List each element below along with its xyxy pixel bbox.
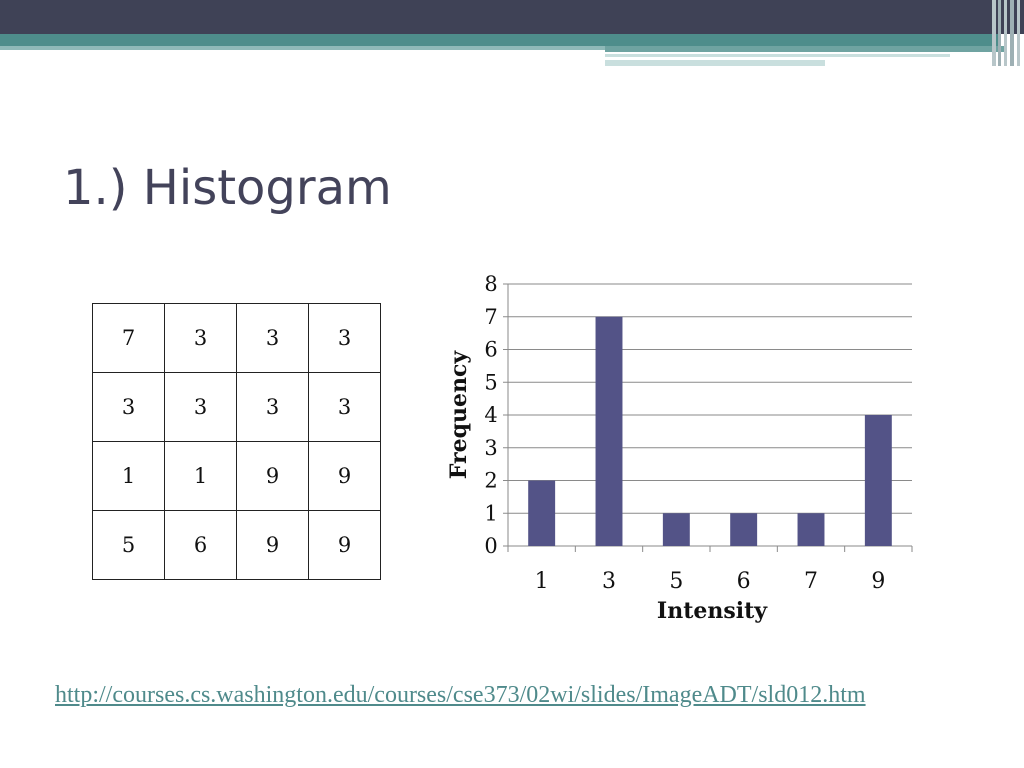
y-tick-label: 7 (484, 305, 497, 329)
header-bar-teal-right (605, 46, 1005, 52)
header-bar-pale (605, 60, 825, 66)
y-tick-label: 5 (484, 370, 497, 394)
header-edge-strip (992, 0, 996, 66)
bar-7 (797, 513, 825, 546)
table-cell: 3 (92, 372, 165, 442)
header-edge-strip (1017, 0, 1020, 66)
bar-6 (730, 513, 758, 546)
header-edge-strip (1004, 0, 1007, 66)
table-cell: 3 (164, 303, 237, 373)
table-row: 7 3 3 3 (92, 303, 381, 373)
table-cell: 3 (236, 372, 309, 442)
y-tick-label: 0 (484, 534, 497, 558)
table-row: 1 1 9 9 (92, 441, 381, 511)
table-cell: 3 (164, 372, 237, 442)
header-bar-teal-light (0, 46, 605, 50)
table-cell: 3 (308, 303, 381, 373)
x-tick-label: 6 (737, 569, 751, 594)
bar-3 (595, 316, 623, 546)
y-tick-label: 4 (484, 403, 497, 427)
x-tick-label: 9 (871, 569, 885, 594)
table-row: 5 6 9 9 (92, 510, 381, 580)
bar-9 (864, 415, 892, 546)
header-bar-pale (605, 54, 950, 57)
table-cell: 9 (236, 441, 309, 511)
x-tick-label: 7 (804, 569, 818, 594)
header-edge-strip (1010, 0, 1014, 66)
axes: 0 1 2 3 4 5 6 7 8 1 3 5 6 7 9 (484, 272, 913, 594)
y-tick-label: 3 (484, 436, 497, 460)
y-tick-label: 8 (484, 272, 497, 296)
table-cell: 3 (308, 372, 381, 442)
table-cell: 1 (92, 441, 165, 511)
table-cell: 1 (164, 441, 237, 511)
table-cell: 9 (236, 510, 309, 580)
x-tick-label: 5 (669, 569, 683, 594)
y-tick-label: 2 (484, 469, 497, 493)
image-matrix-table: 7 3 3 3 3 3 3 3 1 1 9 9 5 6 9 9 (92, 303, 381, 580)
table-cell: 9 (308, 441, 381, 511)
histogram-chart: 0 1 2 3 4 5 6 7 8 1 3 5 6 7 9 Frequency Intensity (446, 272, 913, 624)
header-bar-dark (0, 0, 1024, 34)
table-row: 3 3 3 3 (92, 372, 381, 442)
bar-1 (528, 480, 556, 546)
header-edge-strip (998, 0, 1001, 66)
bar-5 (662, 513, 690, 546)
header-bar-teal (0, 34, 1000, 46)
y-tick-label: 6 (484, 338, 497, 362)
slide-title: 1.) Histogram (63, 160, 392, 216)
table-cell: 3 (236, 303, 309, 373)
table-cell: 5 (92, 510, 165, 580)
table-cell: 9 (308, 510, 381, 580)
bars (528, 316, 892, 546)
x-tick-label: 3 (602, 569, 616, 594)
source-link[interactable]: http://courses.cs.washington.edu/courses… (55, 682, 866, 708)
table-cell: 6 (164, 510, 237, 580)
x-tick-label: 1 (535, 569, 549, 594)
gridlines (508, 283, 912, 547)
y-axis-label: Frequency (446, 350, 472, 480)
table-cell: 7 (92, 303, 165, 373)
y-tick-label: 1 (484, 501, 497, 525)
x-axis-label: Intensity (657, 598, 768, 624)
